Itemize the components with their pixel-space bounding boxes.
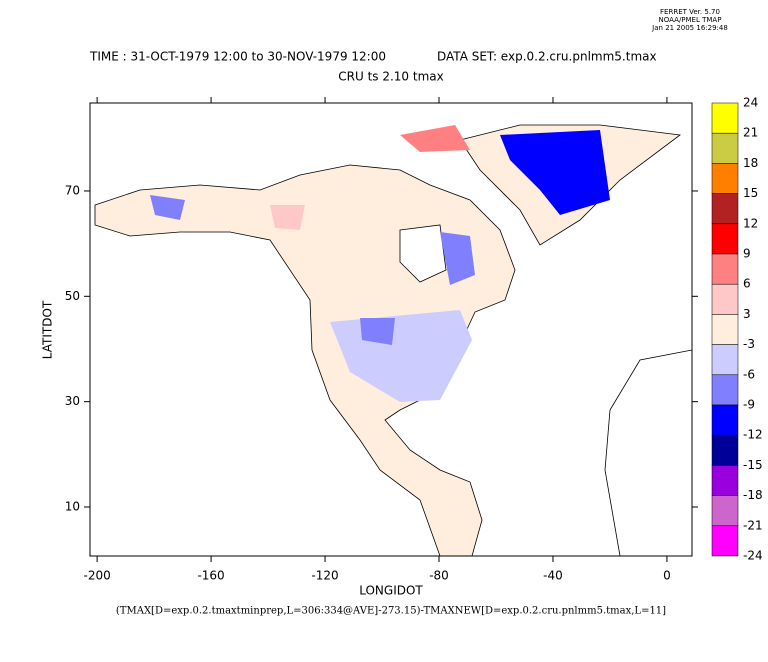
x-tick-label: -80	[429, 569, 449, 583]
colorbar-box	[711, 344, 739, 376]
map-fill	[94, 124, 693, 557]
colorbar-label: 24	[743, 96, 758, 110]
colorbar-box	[711, 434, 739, 466]
colorbar-box	[711, 283, 739, 315]
colorbar-label: -24	[743, 549, 763, 563]
colorbar-label: -3	[743, 337, 755, 351]
colorbar-label: 12	[743, 216, 758, 230]
colorbar-label: -9	[743, 398, 755, 412]
dataset: DATA SET: exp.0.2.cru.pnlmm5.tmax	[437, 50, 657, 64]
y-tick-label: 70	[65, 183, 80, 197]
colorbar-label: 6	[743, 277, 751, 291]
x-tick-label: -160	[197, 569, 224, 583]
colorbar-label: 9	[743, 247, 751, 261]
colorbar-box	[711, 314, 739, 345]
colorbar-label: -6	[743, 367, 755, 381]
chart-title: TIME : 31-OCT-1979 12:00 to 30-NOV-1979 …	[89, 50, 386, 64]
y-tick-label: 50	[65, 289, 80, 303]
colorbar-box	[711, 253, 739, 285]
footer: (TMAX[D=exp.0.2.tmaxtminprep,L=306:334@A…	[116, 606, 666, 617]
x-axis-label: LONGIDOT	[359, 584, 423, 598]
version: FERRET Ver. 5.70	[660, 8, 720, 16]
colorbar-box	[711, 404, 739, 436]
colorbar-label: -18	[743, 488, 763, 502]
x-tick-label: -120	[311, 569, 338, 583]
colorbar-label: -21	[743, 518, 763, 532]
date: Jan 21 2005 16:29:48	[651, 24, 728, 32]
y-axis-label: LATITDOT	[41, 300, 55, 359]
colorbar-box	[711, 465, 739, 496]
y-tick-label: 30	[65, 394, 80, 408]
colorbar-label: 18	[743, 156, 758, 170]
colorbar-box	[711, 163, 739, 194]
y-tick-label: 10	[65, 500, 80, 514]
colorbar-box	[711, 374, 739, 406]
colorbar-label: -12	[743, 428, 763, 442]
colorbar-box	[711, 102, 739, 134]
colorbar-box	[711, 193, 739, 225]
org: NOAA/PMEL TMAP	[659, 16, 722, 24]
colorbar-box	[711, 223, 739, 255]
plot-frame	[89, 102, 693, 557]
colorbar-label: 15	[743, 186, 758, 200]
colorbar-box	[711, 132, 739, 164]
subtitle: CRU ts 2.10 tmax	[338, 70, 443, 84]
colorbar-box	[711, 495, 739, 527]
x-tick-label: -40	[543, 569, 563, 583]
colorbar-label: 21	[743, 126, 758, 140]
colorbar-label: -15	[743, 458, 763, 472]
x-tick-label: -200	[84, 569, 111, 583]
x-tick-label: 0	[663, 569, 671, 583]
colorbar-box	[711, 525, 739, 557]
colorbar-label: 3	[743, 307, 751, 321]
